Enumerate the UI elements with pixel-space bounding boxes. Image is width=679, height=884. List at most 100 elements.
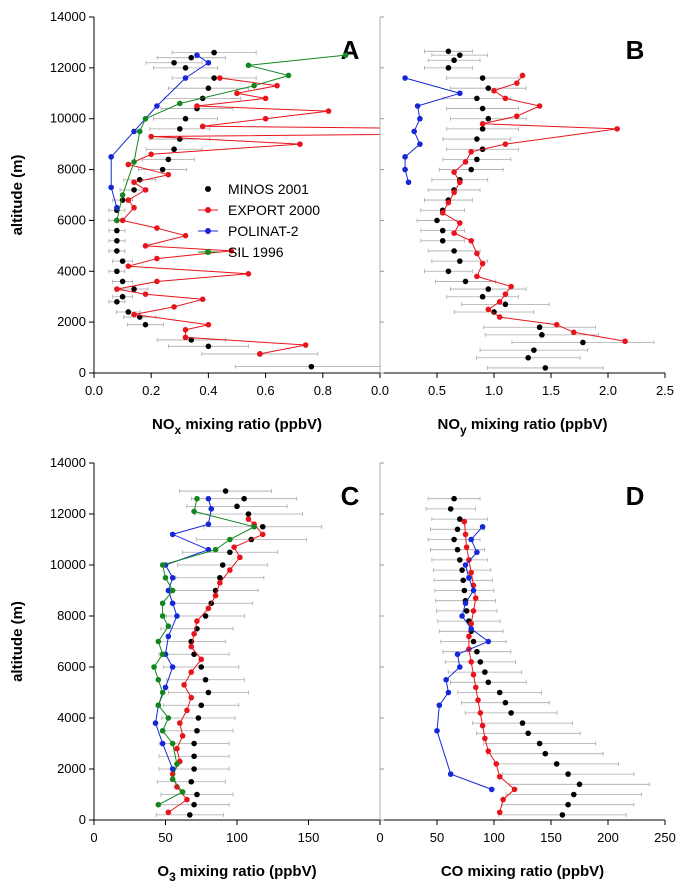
data-point: [470, 587, 477, 594]
y-tick-label: 0: [79, 812, 86, 827]
data-point: [245, 516, 252, 522]
legend-label: EXPORT 2000: [228, 202, 320, 218]
series-minos-2001: [416, 48, 655, 371]
data-point: [174, 761, 180, 767]
data-point: [472, 595, 479, 601]
data-point: [171, 146, 177, 153]
data-point: [259, 523, 266, 530]
y-axis-label: altitude (m): [9, 601, 26, 682]
data-point: [182, 115, 189, 122]
data-point: [159, 166, 166, 173]
data-point: [474, 273, 480, 280]
data-point: [500, 796, 506, 803]
y-tick-label: 14000: [50, 455, 86, 470]
y-tick-label: 8000: [57, 162, 86, 177]
legend-marker: [205, 186, 211, 192]
data-point: [114, 217, 120, 224]
data-point: [451, 169, 457, 175]
data-point: [482, 735, 488, 742]
y-tick-label: 4000: [57, 263, 86, 278]
data-point: [177, 126, 183, 132]
data-point: [571, 329, 577, 336]
legend-label: MINOS 2001: [228, 181, 309, 197]
x-tick-label: 0.0: [371, 383, 389, 398]
data-point: [445, 199, 452, 206]
data-point: [461, 587, 468, 594]
data-point: [262, 95, 269, 102]
data-point: [114, 227, 120, 234]
data-point: [439, 210, 446, 216]
data-point: [457, 220, 463, 226]
panel-c: 02000400060008000100001200014000altitude…: [9, 455, 380, 884]
data-point: [155, 801, 162, 808]
data-point: [468, 536, 475, 543]
data-point: [227, 567, 233, 573]
data-point: [159, 727, 166, 734]
data-point: [152, 720, 159, 726]
data-point: [179, 733, 186, 739]
x-tick-label: 0: [376, 830, 383, 845]
series-line: [153, 498, 256, 806]
x-tick-label: 150: [540, 830, 562, 845]
data-point: [131, 311, 137, 318]
data-point: [251, 523, 257, 530]
data-point: [234, 90, 240, 97]
data-point: [171, 59, 177, 66]
data-point: [171, 304, 177, 310]
y-tick-label: 10000: [50, 111, 86, 126]
data-point: [169, 664, 176, 670]
data-point: [125, 263, 132, 270]
data-point: [114, 268, 120, 275]
data-point: [125, 161, 132, 168]
series-line: [154, 498, 212, 770]
x-axis-label-rest: mixing ratio (ppbV): [176, 863, 317, 880]
data-point: [159, 613, 166, 619]
data-point: [274, 82, 280, 89]
data-point: [479, 722, 486, 729]
data-point: [198, 702, 205, 709]
x-axis-label-sub: x: [174, 423, 181, 437]
data-point: [165, 633, 172, 640]
data-point: [154, 278, 160, 285]
data-point: [451, 230, 457, 236]
x-axis-label-main: CO mixing ratio (ppbV): [441, 863, 604, 880]
series-line: [116, 77, 380, 355]
data-point: [447, 771, 454, 777]
data-point: [174, 613, 180, 619]
panel-letter: B: [626, 35, 645, 65]
x-tick-label: 50: [430, 830, 444, 845]
data-point: [496, 773, 503, 780]
data-point: [187, 812, 193, 818]
data-point: [402, 75, 408, 81]
data-point: [411, 128, 418, 135]
data-point: [459, 567, 465, 573]
data-point: [177, 100, 183, 107]
data-point: [182, 232, 189, 239]
x-tick-label: 1.0: [485, 383, 503, 398]
data-point: [191, 631, 197, 637]
data-point: [474, 648, 480, 655]
data-point: [559, 812, 566, 818]
data-point: [445, 65, 452, 71]
data-point: [462, 600, 469, 607]
data-point: [542, 750, 549, 757]
data-point: [165, 587, 172, 594]
data-point: [227, 536, 233, 543]
data-point: [531, 347, 537, 353]
data-point: [114, 204, 120, 211]
data-point: [460, 577, 467, 584]
data-point: [208, 506, 215, 512]
data-point: [461, 518, 468, 525]
data-point: [188, 643, 195, 650]
data-point: [477, 710, 484, 716]
y-tick-label: 2000: [57, 314, 86, 329]
data-point: [479, 75, 486, 81]
data-point: [457, 516, 463, 522]
data-point: [188, 694, 195, 701]
data-point: [131, 128, 137, 135]
data-point: [462, 562, 469, 568]
data-point: [169, 766, 176, 772]
plot-area: [108, 49, 380, 370]
data-point: [414, 103, 421, 109]
data-point: [142, 243, 149, 249]
